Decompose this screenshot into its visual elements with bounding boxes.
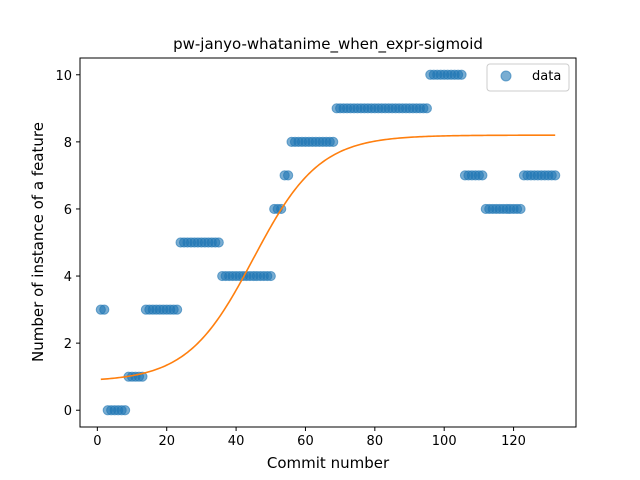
axes-frame [79, 57, 577, 428]
data-point [328, 136, 339, 147]
data-point [99, 304, 110, 315]
data-point [550, 170, 561, 181]
data-point [119, 405, 131, 416]
legend: data [486, 63, 570, 92]
data-point [456, 69, 467, 80]
data-point [265, 270, 276, 282]
x-tick-label: 100 [432, 434, 457, 449]
legend-marker-data [500, 70, 512, 82]
data-point [172, 304, 183, 315]
data-point [477, 170, 488, 181]
x-tick-label: 120 [501, 434, 526, 449]
data-point [515, 203, 526, 215]
y-tick-label: 10 [55, 69, 72, 84]
y-axis: 0 2 4 6 8 10 [55, 69, 80, 419]
data-point [421, 103, 432, 114]
x-axis: 0 20 40 60 80 100 120 [93, 427, 526, 449]
x-tick-label: 40 [228, 434, 245, 449]
fit-line [100, 134, 556, 381]
x-tick-label: 80 [367, 434, 384, 449]
data-point [283, 170, 294, 181]
y-tick-label: 6 [64, 203, 72, 218]
y-tick-label: 0 [64, 404, 72, 419]
data-point [213, 237, 224, 248]
x-tick-label: 0 [93, 434, 101, 449]
chart-title: pw-janyo-whatanime_when_expr-sigmoid [173, 35, 483, 54]
x-tick-label: 60 [297, 434, 314, 449]
y-tick-label: 4 [64, 270, 72, 285]
y-axis-label: Number of instance of a feature [29, 122, 47, 362]
y-tick-label: 2 [64, 337, 72, 352]
legend-label-data: data [532, 69, 561, 84]
plot-area [95, 69, 561, 416]
x-tick-label: 20 [158, 434, 175, 449]
y-tick-label: 8 [64, 136, 72, 151]
x-axis-label: Commit number [267, 454, 390, 472]
